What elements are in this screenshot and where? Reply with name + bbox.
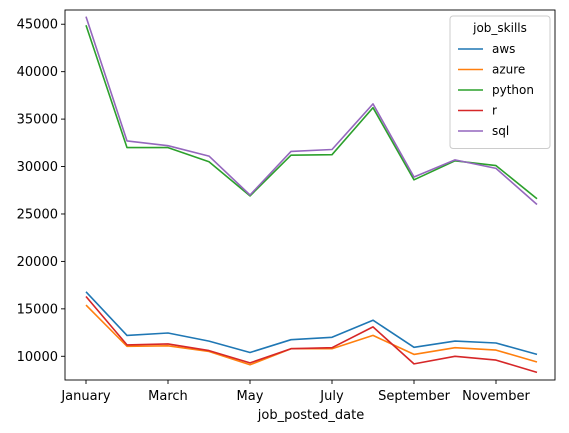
y-tick-label: 45000 [17, 18, 58, 33]
y-tick-label: 35000 [17, 113, 58, 128]
series-line-r [85, 295, 538, 374]
x-tick-label: September [378, 389, 451, 404]
legend-label-python: python [492, 83, 534, 97]
y-tick-label: 15000 [17, 302, 58, 317]
series-line-aws [85, 291, 538, 356]
legend-label-sql: sql [492, 124, 509, 138]
x-tick-label: January [60, 389, 111, 404]
plot-area [85, 16, 538, 374]
y-tick-label: 25000 [17, 207, 58, 222]
x-axis-label: job_posted_date [257, 408, 364, 423]
x-tick-label: March [148, 389, 188, 404]
y-tick-label: 40000 [17, 65, 58, 80]
axes: 10000 15000 20000 25000 30000 35000 40000 45000… [17, 9, 556, 404]
x-tick-label: November [462, 389, 530, 404]
legend-label-aws: aws [492, 42, 515, 56]
legend-label-r: r [492, 104, 497, 118]
y-tick-label: 30000 [17, 160, 58, 175]
series-line-azure [85, 304, 538, 366]
x-tick-label: July [319, 389, 344, 404]
x-tick-label: May [237, 389, 264, 404]
legend-title: job_skills [472, 21, 527, 35]
series-line-sql [85, 16, 538, 206]
y-tick-label: 20000 [17, 255, 58, 270]
legend-label-azure: azure [492, 63, 525, 77]
axes-frame [64, 9, 556, 381]
y-tick-label: 10000 [17, 350, 58, 365]
